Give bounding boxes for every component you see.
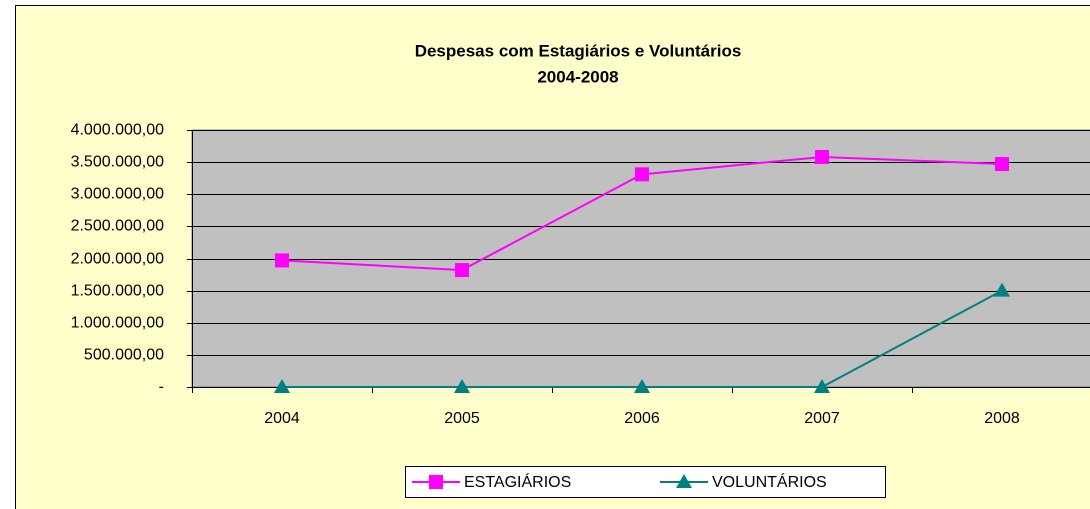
x-tick-label: 2007 [804, 410, 840, 427]
marker [635, 167, 649, 182]
y-tick-label: 1.500.000,00 [71, 283, 165, 300]
y-tick-label: - [159, 379, 164, 396]
legend-label: VOLUNTÁRIOS [712, 472, 827, 491]
legend-label: ESTAGIÁRIOS [464, 472, 571, 491]
y-tick-label: 1.000.000,00 [71, 315, 165, 332]
marker [994, 282, 1010, 297]
marker [274, 379, 290, 393]
y-tick-label: 3.500.000,00 [71, 154, 165, 171]
chart-title: Despesas com Estagiários e Voluntários [415, 41, 742, 60]
marker [995, 157, 1009, 172]
y-tick-label: 500.000,00 [84, 347, 164, 364]
marker [634, 379, 650, 393]
chart-subtitle: 2004-2008 [537, 67, 618, 86]
legend [405, 466, 886, 498]
x-tick-label: 2005 [444, 410, 480, 427]
marker [454, 379, 470, 393]
marker [275, 253, 289, 268]
marker [676, 474, 692, 488]
y-tick-label: 2.000.000,00 [71, 251, 165, 268]
marker [814, 379, 830, 393]
marker [429, 475, 443, 489]
x-tick-label: 2008 [984, 410, 1020, 427]
x-tick-label: 2006 [624, 410, 660, 427]
y-tick-label: 2.500.000,00 [71, 218, 165, 235]
y-tick-label: 3.000.000,00 [71, 186, 165, 203]
marker [455, 263, 469, 278]
y-tick-label: 4.000.000,00 [71, 122, 165, 139]
x-tick-label: 2004 [264, 410, 300, 427]
marker [815, 149, 829, 164]
